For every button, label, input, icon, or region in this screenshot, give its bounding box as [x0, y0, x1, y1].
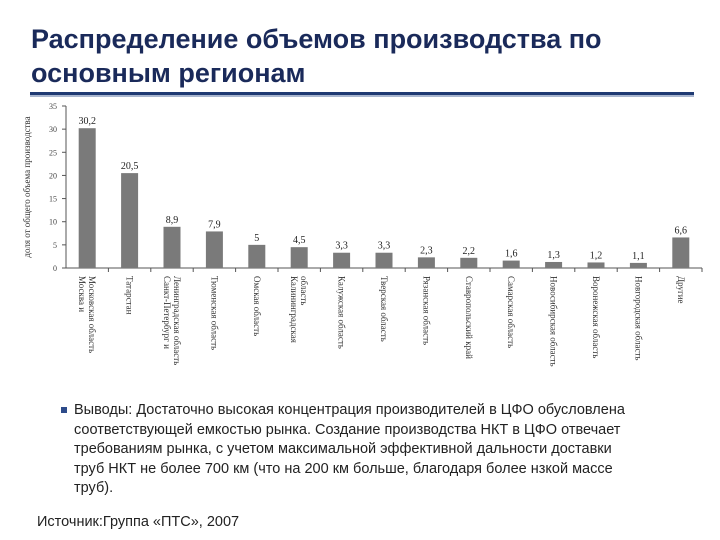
- x-category-label-line: Московская область: [87, 276, 97, 353]
- y-tick-label: 10: [49, 218, 57, 227]
- x-category-label-line: Тверская область: [379, 276, 389, 342]
- x-category-label-line: Другие: [676, 276, 686, 304]
- x-category-label: Калужская область: [337, 276, 347, 349]
- page-title: Распределение объемов производства по ос…: [31, 24, 602, 88]
- bar: [545, 261, 563, 268]
- x-category-label: Новосибирская область: [549, 276, 559, 367]
- data-label: 30,2: [78, 116, 96, 127]
- data-label: 2,2: [463, 246, 476, 257]
- y-tick-label: 15: [49, 195, 57, 204]
- x-category-label: Воронежская область: [591, 276, 601, 358]
- x-category-label-line: область: [299, 276, 309, 305]
- x-category-label-line: Москва и: [77, 276, 87, 312]
- x-category-label: Тверская область: [379, 276, 389, 342]
- bar-chart: 0 5 10 15 20 25 30 35 доля от общего объема прои…: [22, 102, 703, 367]
- conclusion-text: Выводы: Достаточно высокая концентрация …: [61, 401, 644, 499]
- x-category-label-line: Ставропольский край: [464, 276, 474, 359]
- y-tick-label: 5: [53, 241, 57, 250]
- title-divider: [30, 92, 694, 95]
- data-label: 3,3: [378, 241, 391, 252]
- x-category-label-line: Омская область: [252, 276, 262, 336]
- bar: [248, 244, 266, 268]
- bar: [629, 262, 647, 268]
- bar: [417, 257, 435, 268]
- y-tick-label: 20: [49, 171, 57, 180]
- bar: [460, 257, 478, 268]
- x-category-label: Самарская область: [506, 276, 516, 348]
- x-category-label-line: Самарская область: [506, 276, 516, 348]
- y-tick-label: 25: [49, 148, 57, 157]
- x-category-label-line: Калининградская: [289, 276, 299, 343]
- x-category-label: Калининградскаяобласть: [289, 276, 309, 343]
- bar: [290, 247, 308, 268]
- data-label: 6,6: [675, 225, 688, 236]
- y-tick-label: 35: [49, 102, 57, 111]
- x-category-label-line: Ленинградская область: [172, 276, 182, 365]
- x-category-label: Новгородская область: [633, 276, 643, 361]
- x-category-label: Ставропольский край: [464, 276, 474, 359]
- data-label: 2,3: [420, 245, 433, 256]
- bar: [587, 262, 605, 268]
- x-category-label-line: Новгородская область: [633, 276, 643, 361]
- data-label: 1,6: [505, 249, 518, 260]
- data-label: 1,2: [590, 250, 603, 261]
- data-label: 5: [254, 233, 259, 244]
- x-category-label-line: Тюменская область: [209, 276, 219, 350]
- data-label: 1,1: [632, 251, 645, 262]
- x-category-label: Тюменская область: [209, 276, 219, 350]
- x-category-label-line: Рязанская область: [421, 276, 431, 345]
- bar: [205, 231, 223, 268]
- bar: [163, 226, 181, 268]
- x-category-label-line: Воронежская область: [591, 276, 601, 358]
- data-label: 8,9: [166, 215, 179, 226]
- y-tick-label: 30: [49, 125, 57, 134]
- bar: [78, 128, 96, 268]
- data-label: 1,3: [547, 250, 560, 261]
- x-category-label: Омская область: [252, 276, 262, 336]
- y-tick-label: 0: [53, 264, 57, 273]
- title-divider-shadow: [30, 95, 694, 97]
- data-label: 7,9: [208, 219, 221, 230]
- bar: [333, 252, 351, 268]
- x-category-label-line: Новосибирская область: [549, 276, 559, 367]
- x-category-label-line: Татарстан: [125, 276, 135, 315]
- bar: [502, 260, 520, 268]
- bar: [375, 252, 393, 268]
- x-category-label-line: Калужская область: [337, 276, 347, 349]
- x-category-label: Татарстан: [125, 276, 135, 315]
- x-category-label: Рязанская область: [421, 276, 431, 345]
- data-label: 3,3: [335, 241, 348, 252]
- data-label: 4,5: [293, 235, 306, 246]
- conclusion-body: Выводы: Достаточно высокая концентрация …: [74, 402, 625, 496]
- x-category-label: Москва иМосковская область: [77, 276, 97, 353]
- bar: [672, 237, 690, 268]
- x-category-label: Другие: [676, 276, 686, 304]
- data-label: 20,5: [121, 161, 139, 172]
- x-category-label-line: Санкт-Петербург и: [162, 276, 172, 349]
- bullet-square-icon: [61, 407, 67, 413]
- source-note: Источник:Группа «ПТС», 2007: [37, 514, 240, 530]
- x-category-label: Санкт-Петербург иЛенинградская область: [162, 276, 182, 365]
- y-axis-label: доля от общего объема производства: [22, 116, 32, 257]
- bar: [121, 173, 139, 268]
